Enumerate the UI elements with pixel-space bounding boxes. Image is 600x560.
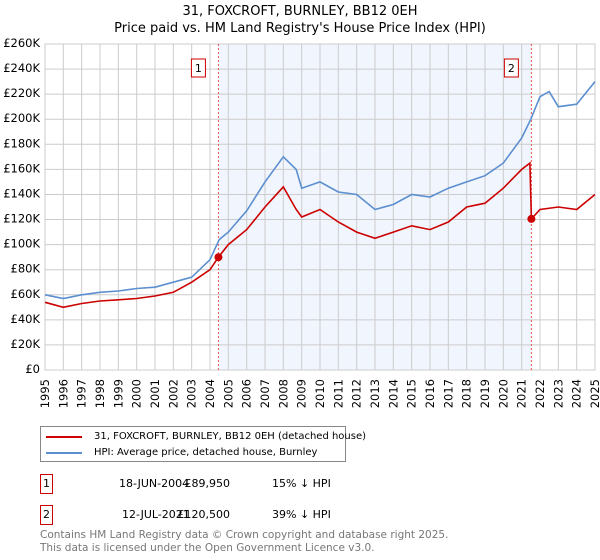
x-tick-label: 2020	[496, 379, 510, 408]
legend-label: HPI: Average price, detached house, Burn…	[94, 447, 318, 458]
y-tick-label: £40K	[11, 312, 41, 326]
y-tick-label: £140K	[3, 186, 40, 200]
legend-swatch-blue	[46, 451, 82, 454]
y-tick-label: £60K	[11, 287, 41, 301]
x-tick-label: 2023	[551, 379, 565, 408]
x-tick-label: 2001	[148, 379, 162, 408]
footer-line: This data is licensed under the Open Gov…	[40, 542, 375, 554]
chart-subtitle: Price paid vs. HM Land Registry's House …	[114, 21, 486, 36]
plot-area: £0 £20K £40K £60K £80K £100K £120K £140K £160K £1…	[3, 36, 600, 408]
transaction-date: 12-JUL-2021	[122, 508, 190, 521]
x-tick-label: 2021	[515, 379, 529, 408]
transaction-hpi: 15% ↓ HPI	[272, 477, 331, 490]
y-tick-label: £20K	[11, 337, 41, 351]
footer-line: Contains HM Land Registry data © Crown c…	[40, 529, 449, 541]
y-tick-label: £160K	[3, 161, 40, 175]
x-tick-label: 2009	[295, 379, 309, 408]
x-tick-label: 2015	[405, 379, 419, 408]
hpi-line	[44, 81, 596, 300]
y-tick-label: £240K	[3, 61, 40, 75]
x-tick-label: 2018	[460, 379, 474, 408]
x-tick-label: 1998	[93, 379, 107, 408]
x-tick-label: 2024	[570, 379, 584, 408]
x-tick-label: 2016	[423, 379, 437, 408]
y-tick-label: £200K	[3, 111, 40, 125]
y-tick-label: £180K	[3, 136, 40, 150]
x-tick-label: 1995	[38, 379, 52, 408]
sale-point	[527, 214, 536, 223]
y-tick-label: £0	[25, 362, 40, 376]
legend-label: 31, FOXCROFT, BURNLEY, BB12 0EH (detache…	[94, 431, 367, 442]
x-tick-label: 2006	[240, 379, 254, 408]
y-tick-label: £220K	[3, 86, 40, 100]
x-tick-label: 2011	[331, 379, 345, 408]
x-tick-label: 2012	[350, 379, 364, 408]
y-tick-label: £260K	[3, 36, 40, 50]
sale-point	[214, 253, 223, 262]
price-paid-line	[44, 161, 596, 309]
transaction-price: £120,500	[177, 508, 231, 521]
transaction-date: 18-JUN-2004	[119, 477, 190, 490]
x-tick-label: 2017	[441, 379, 455, 408]
x-tick-label: 2002	[166, 379, 180, 408]
marker-badge: 1	[40, 474, 53, 494]
x-tick-label: 2019	[478, 379, 492, 408]
legend-swatch-red	[46, 435, 82, 438]
marker-badge	[503, 58, 519, 78]
x-tick-label: 2014	[386, 379, 400, 408]
x-tick-label: 2025	[588, 379, 600, 408]
plot-border	[44, 43, 596, 371]
x-tick-label: 2008	[276, 379, 290, 408]
legend-item-hpi: HPI: Average price, detached house, Burn…	[46, 447, 317, 458]
chart-title: 31, FOXCROFT, BURNLEY, BB12 0EH	[182, 4, 418, 19]
footer: Contains HM Land Registry data © Crown c…	[40, 529, 448, 555]
x-tick-label: 1996	[56, 379, 70, 408]
y-tick-label: £120K	[3, 212, 40, 226]
x-tick-label: 2004	[203, 379, 217, 408]
legend: 31, FOXCROFT, BURNLEY, BB12 0EH (detache…	[40, 426, 366, 462]
transaction-hpi: 39% ↓ HPI	[272, 508, 331, 521]
y-tick-label: £100K	[3, 237, 40, 251]
x-tick-label: 1999	[111, 379, 125, 408]
transaction-price: £89,950	[184, 477, 231, 490]
marker-badge: 2	[40, 505, 53, 525]
x-tick-label: 1997	[75, 379, 89, 408]
x-tick-label: 2003	[185, 379, 199, 408]
x-tick-label: 2007	[258, 379, 272, 408]
x-tick-label: 2000	[130, 379, 144, 408]
x-tick-label: 2005	[221, 379, 235, 408]
transaction-row: 1 18-JUN-2004 £89,950 15% ↓ HPI	[40, 474, 600, 494]
transaction-row: 2 12-JUL-2021 £120,500 39% ↓ HPI	[40, 505, 600, 525]
marker-badge-label: 2	[508, 62, 515, 75]
y-tick-label: £80K	[11, 262, 41, 276]
legend-item-property: 31, FOXCROFT, BURNLEY, BB12 0EH (detache…	[46, 431, 366, 442]
marker-badge	[190, 58, 206, 78]
x-tick-label: 2010	[313, 379, 327, 408]
marker-badge-label: 1	[195, 62, 202, 75]
x-tick-label: 2022	[533, 379, 547, 408]
x-tick-label: 2013	[368, 379, 382, 408]
